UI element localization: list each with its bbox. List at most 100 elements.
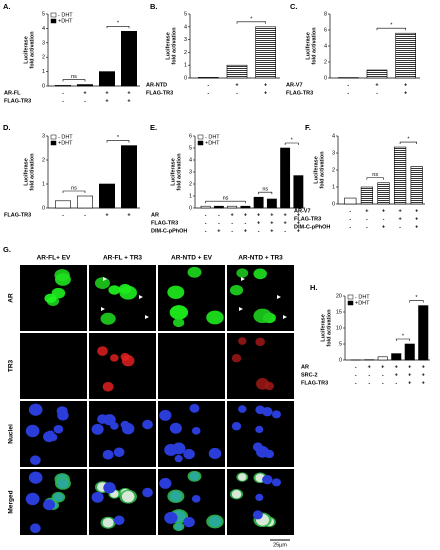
y-tick-label: 3 — [184, 37, 187, 43]
cell — [229, 285, 244, 296]
arrowhead — [283, 315, 287, 319]
nucleus — [57, 478, 69, 489]
nucleus — [28, 471, 43, 484]
cells — [97, 346, 135, 392]
nucleus — [169, 490, 182, 502]
condition-sign: - — [205, 212, 207, 218]
condition-label: DIM-C-pPhOH — [294, 224, 330, 230]
nucleus — [103, 482, 116, 494]
condition-sign: + — [404, 90, 407, 96]
condition-sign: + — [270, 212, 273, 218]
cell — [253, 268, 267, 280]
bar — [77, 84, 94, 87]
bar — [377, 356, 388, 361]
y-tick-label: 2 — [42, 55, 45, 61]
y-axis-label: Luciferase — [23, 158, 29, 186]
condition-sign: + — [365, 208, 368, 214]
condition-sign: - — [218, 220, 220, 226]
y-tick-label: 5 — [184, 11, 187, 17]
y-tick-label: 0 — [189, 205, 192, 211]
legend-swatch — [347, 294, 354, 300]
bar — [404, 343, 415, 361]
nucleus — [110, 354, 119, 362]
condition-label: FLAG-TR3 — [4, 212, 31, 218]
bar — [121, 145, 138, 209]
cell — [100, 312, 116, 325]
legend-label: - DHT — [355, 294, 370, 300]
significance-label: * — [390, 23, 393, 29]
nucleus — [231, 353, 242, 363]
legend-swatch — [50, 134, 57, 140]
y-tick-label: 5 — [42, 11, 45, 17]
bar — [395, 32, 416, 79]
condition-label: FLAG-TR3 — [4, 98, 31, 104]
condition-sign: - — [236, 90, 238, 96]
condition-sign: - — [244, 220, 246, 226]
y-axis-label: Luciferase — [165, 32, 171, 60]
nucleus — [103, 414, 116, 426]
nucleus — [25, 424, 40, 438]
y-tick-label: 0 — [324, 75, 327, 81]
bar — [391, 353, 402, 361]
condition-sign: + — [395, 372, 398, 378]
legend-swatch — [50, 140, 57, 146]
condition-sign: - — [382, 380, 384, 386]
condition-sign: + — [381, 364, 384, 370]
cells — [231, 337, 275, 391]
nucleus — [43, 431, 56, 443]
panel-label: C. — [290, 2, 298, 11]
bar — [377, 182, 390, 205]
legend-label: +DHT — [355, 300, 370, 306]
condition-sign: - — [205, 228, 207, 234]
cell — [173, 318, 185, 328]
bar — [227, 205, 238, 209]
condition-sign: - — [62, 90, 64, 96]
cell — [167, 285, 185, 299]
y-tick-label: 2 — [42, 157, 45, 163]
significance-label: * — [407, 137, 410, 143]
nucleus — [191, 426, 201, 435]
condition-sign: + — [105, 90, 108, 96]
condition-sign: + — [408, 372, 411, 378]
y-axis-label: fold activation — [326, 309, 332, 347]
condition-sign: - — [355, 364, 357, 370]
panel-label: B. — [150, 2, 158, 11]
nucleus — [30, 455, 41, 466]
nucleus — [262, 406, 273, 417]
nucleus — [102, 517, 114, 528]
nucleus — [271, 478, 281, 487]
bar — [200, 205, 211, 209]
significance-bracket — [366, 177, 384, 180]
cells — [44, 269, 71, 307]
panel-label: E. — [150, 123, 157, 132]
nucleus — [113, 515, 125, 526]
condition-label: AR-V7 — [286, 82, 303, 88]
condition-label: FLAG-TR3 — [286, 90, 313, 96]
y-tick-label: 1 — [184, 63, 187, 69]
condition-sign: + — [217, 228, 220, 234]
cell — [187, 266, 202, 278]
bar — [121, 30, 138, 87]
condition-label: AR-V7 — [294, 208, 311, 214]
condition-sign: + — [297, 228, 300, 234]
condition-sign: - — [349, 224, 351, 230]
y-tick-label: 5 — [339, 341, 342, 347]
nucleus — [121, 491, 135, 503]
bar — [54, 200, 71, 209]
nucleus — [169, 422, 182, 434]
condition-sign: + — [422, 372, 425, 378]
condition-sign: + — [284, 220, 287, 226]
condition-sign: - — [84, 212, 86, 218]
bar — [253, 196, 264, 209]
bar — [266, 198, 277, 209]
condition-sign: + — [83, 90, 86, 96]
significance-label: ns — [223, 196, 229, 202]
nucleus — [255, 493, 264, 502]
panel-label: H. — [310, 283, 318, 292]
legend-swatch — [197, 140, 204, 146]
condition-sign: + — [257, 220, 260, 226]
legend-swatch — [50, 18, 57, 24]
bar — [360, 186, 374, 205]
significance-label: * — [402, 333, 405, 339]
